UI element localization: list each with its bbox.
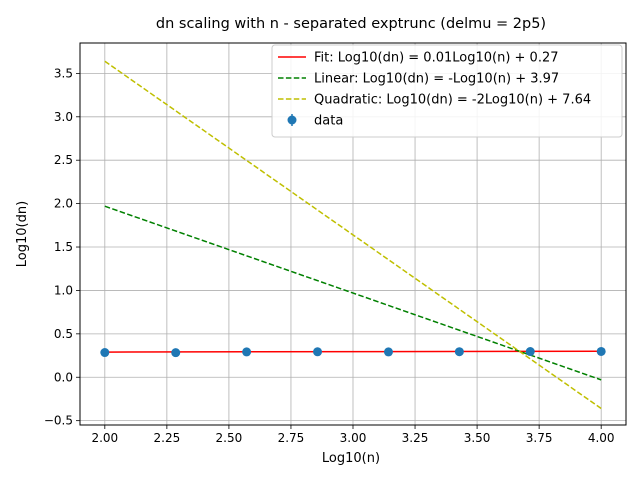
data-point bbox=[171, 348, 181, 358]
x-tick-label: 2.00 bbox=[91, 431, 118, 445]
y-tick-label: 2.5 bbox=[54, 153, 73, 167]
legend: Fit: Log10(dn) = 0.01Log10(n) + 0.27 Line… bbox=[271, 44, 623, 138]
x-tick-label: 3.25 bbox=[402, 431, 429, 445]
y-tick-label: 1.0 bbox=[54, 283, 73, 297]
data-point bbox=[454, 347, 464, 357]
legend-label: Quadratic: Log10(dn) = -2Log10(n) + 7.64 bbox=[314, 93, 591, 108]
legend-label: Fit: Log10(dn) = 0.01Log10(n) + 0.27 bbox=[314, 51, 559, 66]
y-tick-label: 3.5 bbox=[54, 66, 73, 80]
legend-marker bbox=[287, 115, 297, 125]
ticks: 2.00 2.25 2.50 2.75 3.00 3.25 3.50 3.75 4.00 −0.5… bbox=[44, 66, 615, 445]
chart-title: dn scaling with n - separated exptrunc (… bbox=[156, 16, 546, 32]
y-tick-label: 0.0 bbox=[54, 370, 73, 384]
y-tick-label: 2.0 bbox=[54, 197, 73, 211]
data-point bbox=[525, 347, 535, 357]
data-point bbox=[242, 347, 252, 357]
legend-box bbox=[271, 44, 623, 138]
data-point bbox=[383, 347, 393, 357]
series-line bbox=[104, 205, 602, 381]
data-point bbox=[596, 346, 606, 356]
x-tick-label: 3.50 bbox=[464, 431, 491, 445]
legend-label: data bbox=[314, 114, 343, 129]
y-tick-label: 3.0 bbox=[54, 110, 73, 124]
series-line bbox=[104, 60, 602, 410]
y-tick-label: −0.5 bbox=[44, 414, 73, 428]
data-point bbox=[313, 347, 323, 357]
x-tick-label: 2.75 bbox=[278, 431, 305, 445]
series-layer bbox=[100, 60, 606, 410]
x-tick-label: 3.00 bbox=[340, 431, 367, 445]
y-axis-label: Log10(dn) bbox=[15, 201, 30, 267]
x-axis-label: Log10(n) bbox=[322, 451, 380, 466]
x-tick-label: 2.25 bbox=[154, 431, 181, 445]
legend-label: Linear: Log10(dn) = -Log10(n) + 3.97 bbox=[314, 72, 559, 87]
x-tick-label: 3.75 bbox=[526, 431, 553, 445]
y-tick-label: 1.5 bbox=[54, 240, 73, 254]
y-tick-label: 0.5 bbox=[54, 327, 73, 341]
x-tick-label: 4.00 bbox=[588, 431, 615, 445]
data-point bbox=[100, 348, 110, 358]
x-tick-label: 2.50 bbox=[216, 431, 243, 445]
